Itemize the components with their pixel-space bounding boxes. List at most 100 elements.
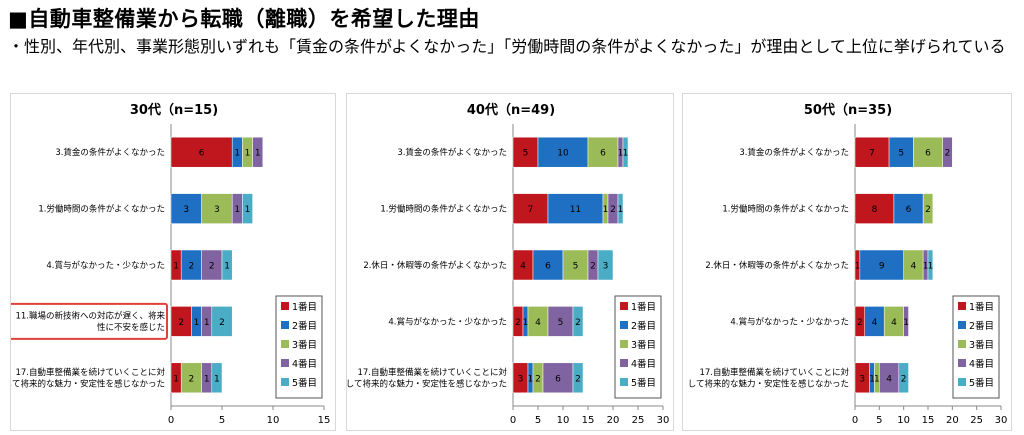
category-label: 4.賞与がなかった・少なかった xyxy=(730,316,849,327)
category-label: 2.休日・休暇等の条件がよくなかった xyxy=(363,260,507,271)
bar-value-label: 2 xyxy=(945,149,951,159)
chart-panel-50s: 50代（n=35) 0 5 10 15 20 25 30 3.賃金の条件がよくなかった 7 5 6 2 1… xyxy=(682,93,1012,431)
bar-segment xyxy=(572,362,584,394)
legend-label: 4番目 xyxy=(969,358,994,370)
bar-value-label: 1 xyxy=(523,318,529,328)
legend-label: 2番目 xyxy=(631,320,656,332)
bar-segment xyxy=(597,249,614,281)
bar-value-label: 4 xyxy=(886,374,892,384)
legend-label: 3番目 xyxy=(292,339,317,351)
legend-swatch xyxy=(281,321,289,329)
bar-segment xyxy=(587,136,619,168)
legend-label: 1番目 xyxy=(631,301,656,313)
x-tick-label: 15 xyxy=(318,415,331,426)
bar-segment xyxy=(537,136,589,168)
category-label: 2.休日・休暇等の条件がよくなかった xyxy=(705,260,849,271)
bar-segment xyxy=(547,193,604,224)
bar-value-label: 2 xyxy=(189,262,195,272)
bar-value-label: 2 xyxy=(575,318,581,328)
legend-swatch xyxy=(958,321,966,329)
bar-segment xyxy=(888,136,914,168)
legend-label: 4番目 xyxy=(631,358,656,370)
x-tick-label: 0 xyxy=(852,415,858,426)
category-label: 3.賃金の条件がよくなかった xyxy=(55,147,165,158)
bar-value-label: 2 xyxy=(515,318,521,328)
legend-swatch xyxy=(281,340,289,348)
legend-swatch xyxy=(620,340,628,348)
bar-value-label: 1 xyxy=(618,149,624,159)
bar-value-label: 1 xyxy=(204,374,210,384)
x-tick-label: 30 xyxy=(657,415,670,426)
category-label: 17.自動車整備業を続けていくことに対して将来的な魅力・安定性を感じなかった xyxy=(688,367,850,390)
legend-label: 5番目 xyxy=(969,377,994,389)
bar-value-label: 2 xyxy=(857,318,863,328)
bar-value-label: 11 xyxy=(570,205,581,215)
bar-value-label: 1 xyxy=(245,205,251,215)
bar-value-label: 1 xyxy=(204,318,210,328)
chart-title: 30代（n=15) xyxy=(130,102,218,118)
x-tick-label: 25 xyxy=(970,415,983,426)
legend-label: 3番目 xyxy=(969,339,994,351)
bar-segment xyxy=(211,362,223,394)
bar-segment xyxy=(572,306,584,337)
bar-value-label: 1 xyxy=(855,262,861,272)
legend-label: 1番目 xyxy=(969,301,994,313)
bar-value-label: 2 xyxy=(209,262,215,272)
bar-value-label: 8 xyxy=(872,205,878,215)
x-tick-label: 0 xyxy=(168,415,174,426)
bar-value-label: 1 xyxy=(903,318,909,328)
chart-panel-40s: 40代（n=49) 0 5 10 15 20 25 30 3.賃金の条件がよくなかった 5 10 6 1… xyxy=(346,93,674,431)
bar-value-label: 1 xyxy=(234,205,240,215)
legend-swatch xyxy=(958,359,966,367)
legend-swatch xyxy=(281,359,289,367)
bar-value-label: 6 xyxy=(545,262,551,272)
bar-value-label: 5 xyxy=(558,318,564,328)
bar-segment xyxy=(927,249,934,281)
bar-segment xyxy=(898,362,909,394)
bar-value-label: 1 xyxy=(623,149,629,159)
bar-value-label: 4 xyxy=(891,318,897,328)
bar-value-label: 1 xyxy=(528,374,534,384)
x-tick-label: 15 xyxy=(922,415,935,426)
bar-segment xyxy=(211,306,233,337)
category-label: 4.賞与がなかった・少なかった xyxy=(388,316,507,327)
category-label: 4.賞与がなかった・少なかった xyxy=(46,260,165,271)
x-tick-label: 10 xyxy=(267,415,280,426)
bar-value-label: 6 xyxy=(906,205,912,215)
bar-value-label: 1 xyxy=(224,262,230,272)
bar-value-label: 1 xyxy=(874,374,880,384)
legend-label: 5番目 xyxy=(631,377,656,389)
x-tick-label: 20 xyxy=(607,415,620,426)
bar-value-label: 1 xyxy=(194,318,200,328)
bar-value-label: 2 xyxy=(590,262,596,272)
legend-swatch xyxy=(958,302,966,310)
bar-value-label: 9 xyxy=(879,262,885,272)
bar-value-label: 1 xyxy=(234,149,240,159)
bar-segment xyxy=(617,193,624,224)
chart-title: 40代（n=49) xyxy=(467,102,555,118)
bar-value-label: 2 xyxy=(189,374,195,384)
x-tick-label: 10 xyxy=(897,415,910,426)
legend-swatch xyxy=(620,302,628,310)
chart-40s: 40代（n=49)0 5 10 15 20 25 303.賃金の条件がよくなかった 5 10 6 1… xyxy=(347,102,670,426)
x-tick-label: 20 xyxy=(946,415,959,426)
bar-value-label: 2 xyxy=(535,374,541,384)
bar-value-label: 4 xyxy=(911,262,917,272)
x-tick-label: 15 xyxy=(582,415,595,426)
bar-value-label: 1 xyxy=(255,149,261,159)
bar-value-label: 7 xyxy=(869,149,875,159)
x-tick-label: 25 xyxy=(632,415,645,426)
bar-value-label: 2 xyxy=(610,205,616,215)
bar-segment xyxy=(622,136,629,168)
bar-segment xyxy=(859,249,904,281)
legend-label: 2番目 xyxy=(292,320,317,332)
bar-value-label: 1 xyxy=(618,205,624,215)
x-tick-label: 30 xyxy=(995,415,1008,426)
bar-segment xyxy=(512,136,539,168)
category-label: 3.賃金の条件がよくなかった xyxy=(739,147,849,158)
legend-label: 5番目 xyxy=(292,377,317,389)
bar-value-label: 3 xyxy=(518,374,524,384)
legend-label: 4番目 xyxy=(292,358,317,370)
bar-value-label: 3 xyxy=(183,205,189,215)
bar-segment xyxy=(547,306,574,337)
